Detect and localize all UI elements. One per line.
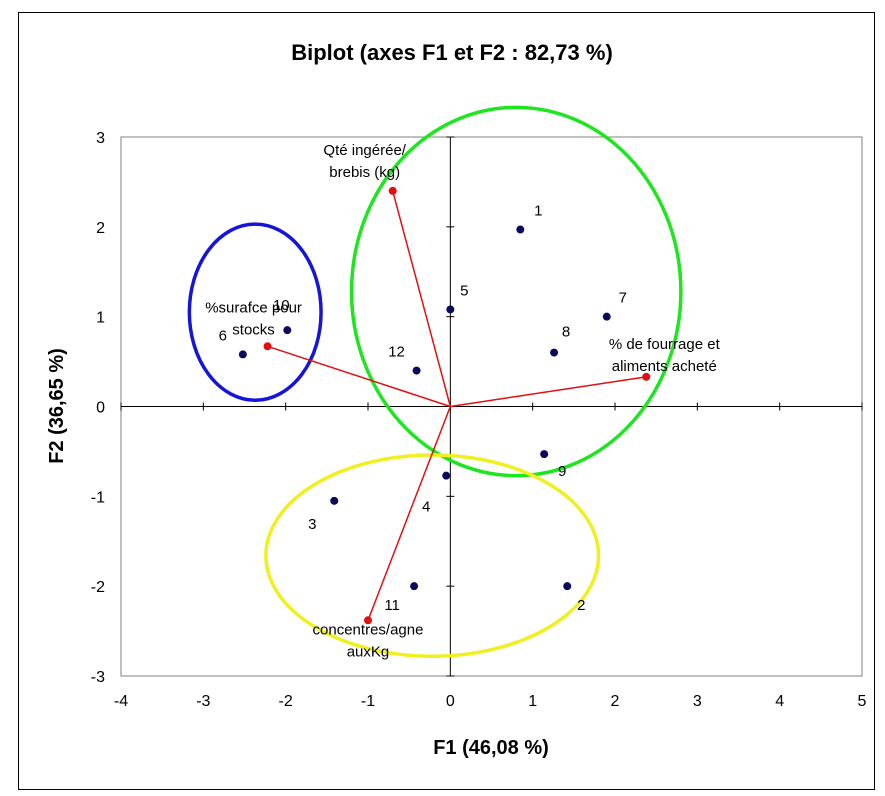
observation-label: 5 bbox=[460, 282, 468, 299]
observation-label: 4 bbox=[422, 499, 430, 516]
variable-vectors: Qté ingérée/brebis (kg) %surafce pour stoc… bbox=[205, 142, 720, 660]
x-tick-label: 4 bbox=[775, 693, 784, 710]
x-tick-label: -1 bbox=[361, 693, 375, 710]
group-ellipse bbox=[349, 105, 683, 478]
x-axis-title: F1 (46,08 %) bbox=[433, 737, 549, 759]
y-tick-label: -3 bbox=[91, 669, 105, 686]
observation-point bbox=[442, 471, 451, 480]
observation-label: 3 bbox=[308, 516, 316, 533]
y-axis-title: F2 (36,65 %) bbox=[46, 348, 68, 464]
variable-vector-tip bbox=[388, 186, 397, 195]
chart-frame bbox=[18, 12, 875, 790]
x-tick-label: 2 bbox=[611, 693, 620, 710]
x-tick-label: -3 bbox=[196, 693, 210, 710]
observation-point bbox=[446, 305, 455, 314]
y-tick-label: -2 bbox=[91, 579, 105, 596]
observation-label: 11 bbox=[384, 597, 400, 614]
variable-label: stocks bbox=[232, 321, 275, 338]
observation-label: 2 bbox=[577, 597, 585, 614]
observation-point bbox=[238, 350, 247, 359]
variable-vector bbox=[367, 406, 452, 621]
observation-point bbox=[563, 582, 572, 591]
observation-point bbox=[410, 582, 419, 591]
x-tick-label: -2 bbox=[279, 693, 293, 710]
observation-label: 10 bbox=[273, 297, 290, 314]
y-tick-label: 3 bbox=[96, 130, 105, 147]
group-ellipses bbox=[187, 105, 683, 658]
variable-vector bbox=[391, 190, 452, 407]
variable-vector-tip bbox=[263, 342, 272, 351]
variable-label: brebis (kg) bbox=[329, 164, 400, 181]
variable-label: % de fourrage et bbox=[609, 336, 721, 353]
x-tick-label: 3 bbox=[693, 693, 702, 710]
y-tick-label: 0 bbox=[96, 400, 105, 417]
observation-label: 12 bbox=[388, 344, 405, 361]
x-tick-label: 5 bbox=[858, 693, 867, 710]
variable-label: auxKg bbox=[347, 643, 390, 660]
y-tick-label: 2 bbox=[96, 220, 105, 237]
variable-label: Qté ingérée/ bbox=[323, 142, 406, 159]
x-tick-label: 0 bbox=[446, 693, 455, 710]
observation-label: 1 bbox=[534, 203, 542, 220]
variable-vector bbox=[267, 345, 451, 408]
observation-point bbox=[330, 496, 339, 505]
variable-label: aliments acheté bbox=[612, 358, 717, 375]
variable-vector-tip bbox=[642, 372, 651, 381]
observation-point bbox=[412, 366, 421, 375]
x-tick-label: 1 bbox=[528, 693, 537, 710]
observation-label: 6 bbox=[219, 327, 227, 344]
observation-point bbox=[283, 326, 292, 335]
group-ellipse bbox=[187, 222, 323, 402]
chart-title: Biplot (axes F1 et F2 : 82,73 %) bbox=[291, 40, 613, 65]
x-tick-label: -4 bbox=[114, 693, 128, 710]
observation-point bbox=[516, 225, 525, 234]
y-tick-label: 1 bbox=[96, 310, 105, 327]
observation-label: 9 bbox=[558, 463, 566, 480]
observation-point bbox=[540, 450, 549, 459]
variable-vector bbox=[450, 376, 647, 408]
variable-vector-tip bbox=[364, 616, 372, 625]
variable-label: %surafce pour bbox=[205, 299, 302, 316]
variable-label: concentres/agne bbox=[313, 621, 424, 638]
observation-point bbox=[602, 312, 611, 321]
observation-label: 8 bbox=[562, 324, 570, 341]
y-tick-label: -1 bbox=[91, 489, 105, 506]
observation-label: 7 bbox=[619, 290, 627, 307]
observation-point bbox=[550, 348, 559, 357]
